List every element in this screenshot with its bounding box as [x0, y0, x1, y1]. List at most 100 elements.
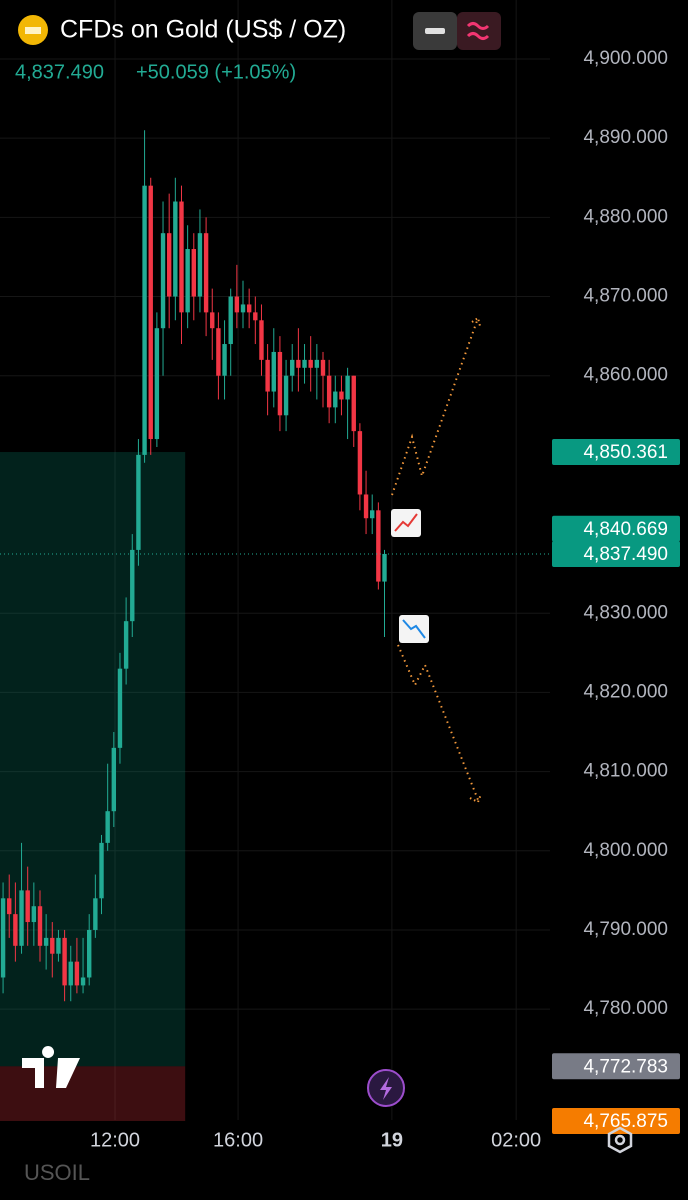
candle-body [62, 937, 67, 986]
candle-body [105, 811, 110, 843]
indicator-button[interactable] [457, 12, 501, 50]
candle-body [93, 898, 98, 930]
candle-body [99, 842, 104, 899]
symbol-icon [25, 27, 41, 34]
candle-body [283, 375, 289, 416]
candle-body [68, 961, 73, 986]
arrow-head [469, 793, 482, 804]
candle-body [197, 233, 203, 297]
candle-body [123, 621, 129, 669]
y-tick-label: 4,890.000 [583, 127, 668, 148]
candle-body [357, 431, 363, 495]
candle-body [50, 937, 55, 954]
lightning-icon [380, 1077, 392, 1100]
footer-symbol: USOIL [24, 1160, 90, 1185]
candle-body [314, 359, 320, 368]
candle-body [253, 312, 258, 321]
candle-body [363, 494, 369, 519]
indicator-icon [466, 22, 490, 40]
y-tick-label: 4,820.000 [583, 681, 668, 702]
candle-body [74, 961, 80, 986]
candle-body [31, 906, 37, 923]
collapse-icon [425, 28, 445, 34]
profit-zone [0, 452, 186, 1067]
candle-body [271, 351, 276, 392]
y-tick-label: 4,830.000 [583, 602, 668, 623]
candle-body [320, 359, 326, 376]
candle-body [222, 344, 227, 376]
y-tick-label: 4,800.000 [583, 840, 668, 861]
loss-zone [0, 1066, 186, 1121]
axes: 4,900.000 4,890.000 4,880.000 4,870.000 4,86… [0, 48, 680, 1151]
candle-body [13, 914, 18, 946]
candle-body [160, 233, 166, 329]
candle-body [87, 929, 92, 978]
x-tick-label: 16:00 [213, 1129, 263, 1151]
candle-body [43, 937, 49, 946]
candle-body [333, 391, 338, 408]
candle-body [117, 668, 123, 748]
candle-body [234, 296, 240, 313]
icon-chart-up [391, 509, 421, 537]
x-tick-label: 02:00 [491, 1129, 541, 1151]
price-label: 4,765.875 [583, 1111, 668, 1132]
candle-body [37, 906, 43, 946]
candle-body [370, 510, 375, 519]
candle-body [290, 359, 295, 376]
price-label: 4,850.361 [583, 442, 668, 463]
x-tick-label: 12:00 [90, 1129, 140, 1151]
chart-title: CFDs on Gold (US$ / OZ) [60, 16, 346, 44]
x-tick-label: 19 [381, 1129, 403, 1151]
price-label: 4,772.783 [583, 1056, 668, 1077]
candle-body [191, 249, 196, 297]
candle-body [0, 898, 6, 978]
position-box [0, 452, 186, 1121]
candle-body [259, 320, 264, 360]
candle-body [382, 553, 387, 582]
candle-body [166, 233, 172, 297]
y-tick-label: 4,900.000 [583, 48, 668, 69]
candle-body [216, 328, 221, 376]
price-change: +50.059 (+1.05%) [136, 61, 296, 83]
candle-body [345, 375, 350, 400]
projection-up [391, 317, 479, 496]
candle-body [326, 375, 332, 408]
y-tick-label: 4,870.000 [583, 286, 668, 307]
candle-body [7, 898, 12, 915]
candle-body [265, 359, 270, 392]
y-tick-label: 4,860.000 [583, 365, 668, 386]
candle-body [80, 977, 86, 986]
grid [0, 0, 550, 1120]
price-label-box [552, 540, 680, 567]
candle-body [130, 549, 135, 622]
settings-icon [614, 1134, 626, 1146]
candle-body [19, 890, 24, 946]
tradingview-logo [22, 1046, 80, 1088]
candle-body [246, 304, 252, 313]
price-label-box [552, 1107, 680, 1134]
candle-body [296, 359, 301, 368]
candle-body [185, 249, 190, 313]
icon-chart-down [399, 615, 429, 643]
y-tick-label: 4,810.000 [583, 761, 668, 782]
candle-body [111, 747, 117, 812]
price-label: 4,840.669 [583, 519, 668, 540]
candle-body [240, 304, 246, 313]
candle-body [154, 328, 160, 440]
candle-body [179, 201, 184, 313]
price-label-box [552, 1053, 680, 1080]
candle-body [25, 890, 30, 923]
projection-down [397, 644, 479, 801]
candle-body [351, 375, 356, 432]
candle-body [173, 201, 178, 297]
candle-body [142, 185, 147, 455]
settings-button[interactable] [607, 1126, 633, 1154]
candle-body [228, 296, 233, 345]
candle-body [210, 312, 215, 329]
candle-body [277, 351, 283, 416]
candle-body [203, 233, 209, 313]
y-tick-label: 4,780.000 [583, 998, 668, 1019]
candle-body [136, 454, 141, 550]
